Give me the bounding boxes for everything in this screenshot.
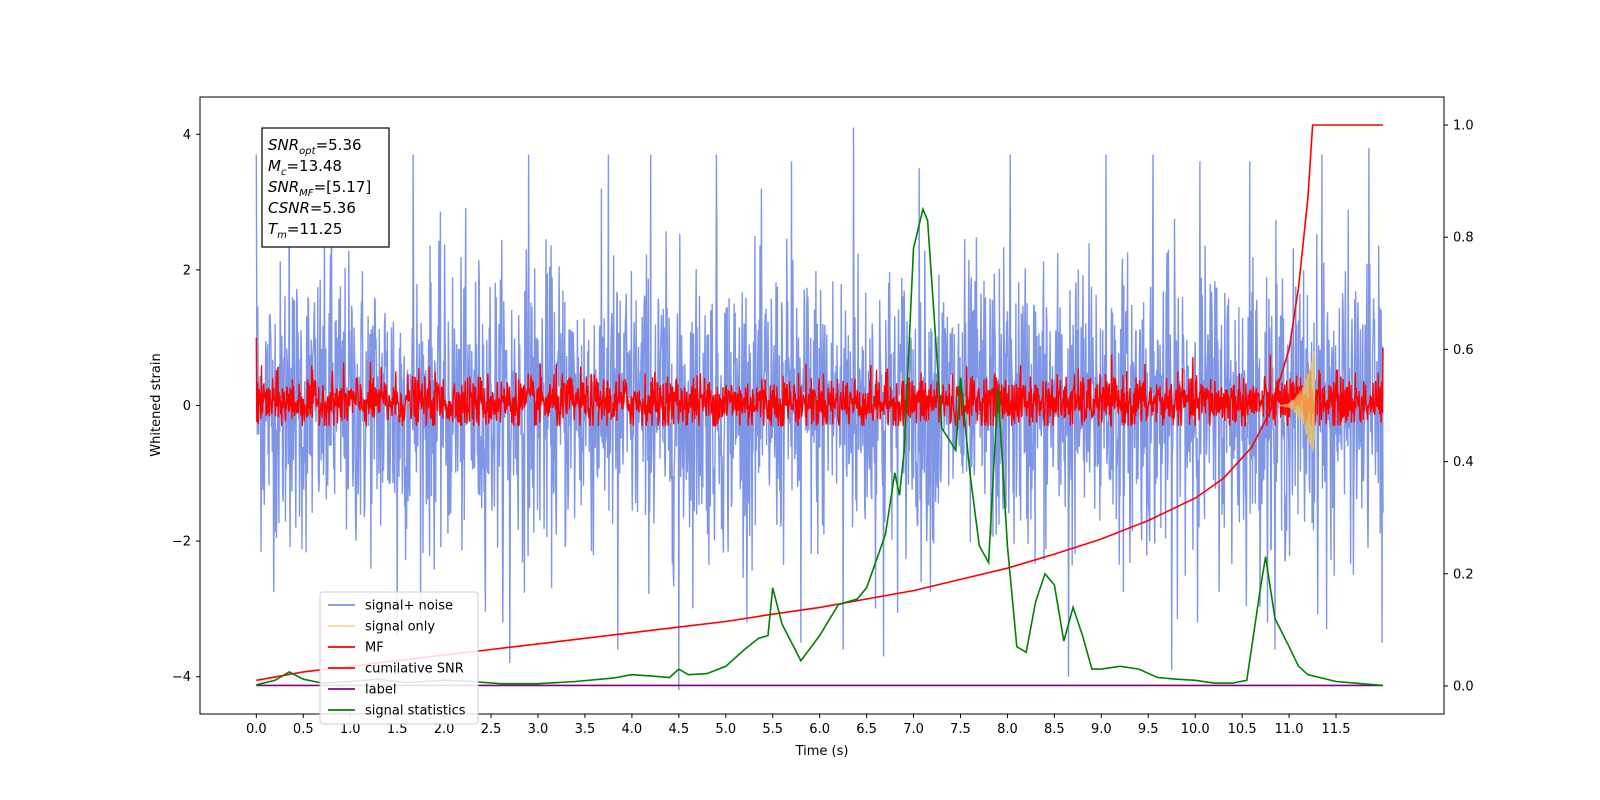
x-tick-label: 10.0 [1181,722,1210,737]
x-axis-ticks: 0.0 0.5 1.0 1.5 2.0 2.5 3.0 3.5 4.0 4.5 5.0 5.5 6.0 6… [246,714,1351,737]
x-tick-label: 6.5 [856,722,877,737]
x-tick-label: 8.0 [997,722,1018,737]
annotation-line: Tm=11.25 [268,220,342,241]
legend-label: signal+ noise [365,599,453,614]
x-tick-label: 1.0 [340,722,361,737]
x-tick-label: 4.5 [668,722,689,737]
x-tick-label: 11.0 [1275,722,1304,737]
y-left-tick-label: 4 [183,128,191,143]
y-axis-left-label: Whitened strain [149,353,164,456]
y-right-tick-label: 0.2 [1453,567,1474,582]
legend-label: MF [365,641,384,656]
stats-annotation-box: SNRopt=5.36Mc=13.48SNRMF=[5.17]CSNR=5.36… [261,127,390,248]
y-left-tick-label: −4 [172,670,191,685]
annotation-line: SNRMF=[5.17] [268,178,371,199]
x-tick-label: 6.0 [809,722,830,737]
x-tick-label: 1.5 [387,722,408,737]
y-right-tick-label: 1.0 [1453,119,1474,134]
series-signal-statistics [256,206,1384,687]
annotation-line: SNRopt=5.36 [268,136,362,157]
x-tick-label: 5.0 [715,722,736,737]
x-tick-label: 2.0 [434,722,455,737]
x-tick-label: 0.0 [246,722,267,737]
y-left-tick-label: 2 [183,263,191,278]
y-left-tick-label: −2 [172,535,191,550]
y-left-tick-label: 0 [183,399,191,414]
legend-label: cumilative SNR [365,662,464,677]
series-signal-noise [255,127,1384,691]
x-tick-label: 9.5 [1138,722,1159,737]
y-axis-left-ticks: −4 −2 0 2 4 [172,128,200,685]
annotation-line: CSNR=5.36 [268,199,356,217]
legend-label: label [365,683,396,698]
x-tick-label: 5.5 [762,722,783,737]
legend-frame [319,591,479,725]
y-right-tick-label: 0.8 [1453,231,1474,246]
y-right-tick-label: 0.6 [1453,343,1474,358]
series-signal-only [1279,351,1316,452]
y-right-tick-label: 0.4 [1453,455,1474,470]
series-cumulative-snr [256,124,1383,682]
x-tick-label: 2.5 [481,722,502,737]
annotation-line: Mc=13.48 [268,157,342,178]
x-tick-label: 11.5 [1322,722,1351,737]
x-tick-label: 8.5 [1044,722,1065,737]
x-tick-label: 4.0 [622,722,643,737]
x-tick-label: 0.5 [293,722,314,737]
x-tick-label: 3.0 [528,722,549,737]
x-tick-label: 9.0 [1091,722,1112,737]
legend-label: signal statistics [365,704,466,719]
annotation-frame [261,127,390,248]
y-axis-right-ticks: 0.0 0.2 0.4 0.6 0.8 1.0 [1444,119,1474,694]
y-right-tick-label: 0.0 [1453,679,1474,694]
x-tick-label: 10.5 [1228,722,1257,737]
x-tick-label: 7.0 [903,722,924,737]
x-axis-label: Time (s) [795,744,849,759]
legend: signal+ noise signal only MF cumilative SNR… [319,591,479,725]
legend-label: signal only [365,620,435,635]
series-mf [255,337,1384,428]
x-tick-label: 7.5 [950,722,971,737]
x-tick-label: 3.5 [575,722,596,737]
